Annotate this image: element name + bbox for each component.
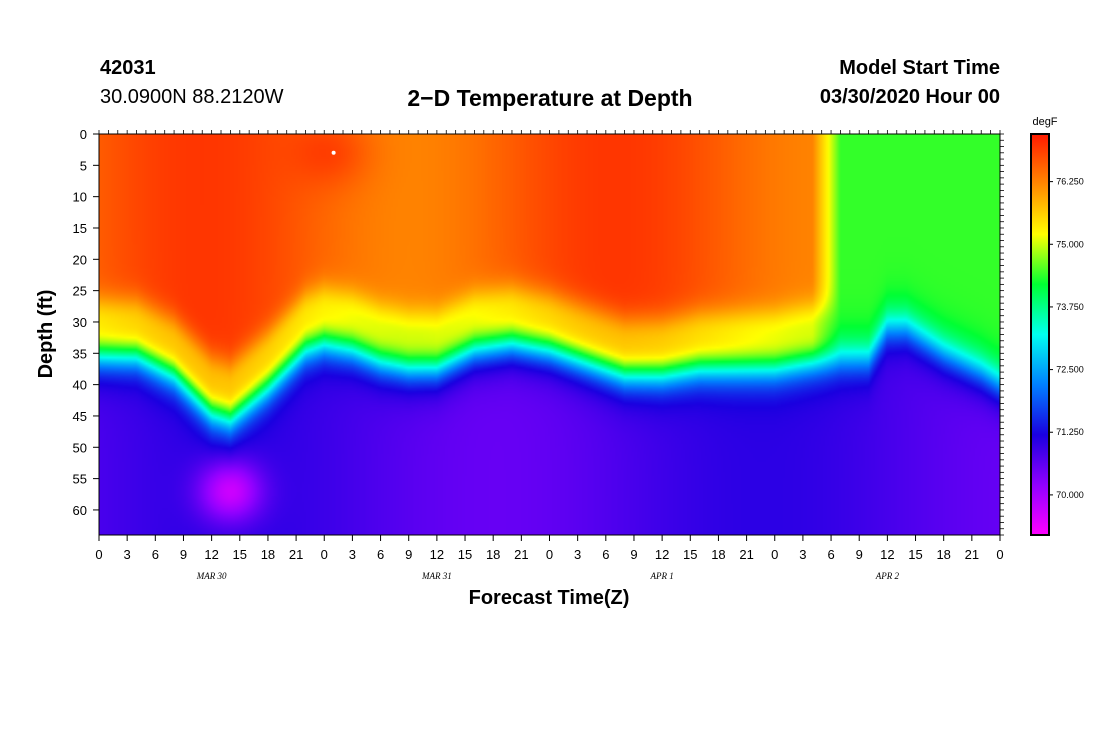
x-tick-label: 0 bbox=[95, 547, 102, 562]
colorbar-tick-label: 71.250 bbox=[1056, 427, 1084, 437]
x-tick-label: 6 bbox=[602, 547, 609, 562]
date-label: MAR 31 bbox=[421, 571, 452, 581]
y-tick-label: 45 bbox=[73, 409, 87, 424]
x-tick-label: 12 bbox=[880, 547, 894, 562]
x-tick-label: 3 bbox=[799, 547, 806, 562]
station-coordinates: 30.0900N 88.2120W bbox=[100, 86, 284, 108]
y-tick-label: 15 bbox=[73, 221, 87, 236]
x-tick-label: 21 bbox=[739, 547, 753, 562]
x-tick-label: 15 bbox=[683, 547, 697, 562]
x-tick-label: 18 bbox=[711, 547, 725, 562]
x-tick-label: 21 bbox=[514, 547, 528, 562]
colorbar-tick-label: 70.000 bbox=[1056, 490, 1084, 500]
colorbar-tick-label: 75.000 bbox=[1056, 239, 1084, 249]
colorbar-tick-label: 76.250 bbox=[1056, 177, 1084, 187]
y-tick-label: 40 bbox=[73, 378, 87, 393]
x-tick-label: 6 bbox=[827, 547, 834, 562]
colorbar bbox=[1030, 133, 1050, 536]
x-tick-label: 9 bbox=[856, 547, 863, 562]
x-tick-label: 15 bbox=[458, 547, 472, 562]
colorbar-tick-label: 72.500 bbox=[1056, 365, 1084, 375]
y-tick-label: 50 bbox=[73, 440, 87, 455]
y-tick-label: 5 bbox=[80, 158, 87, 173]
colorbar-unit: degF bbox=[1032, 116, 1057, 128]
x-tick-label: 12 bbox=[655, 547, 669, 562]
model-start-label: Model Start Time bbox=[839, 57, 1000, 79]
x-axis-title: Forecast Time(Z) bbox=[469, 587, 630, 609]
y-axis: 0 5 10 15 20 25 30 35 40 45 50 55 60 bbox=[73, 127, 1004, 536]
y-tick-label: 55 bbox=[73, 472, 87, 487]
x-tick-label: 9 bbox=[405, 547, 412, 562]
y-axis-title: Depth (ft) bbox=[35, 290, 57, 379]
date-labels: MAR 30 MAR 31 APR 1 APR 2 bbox=[196, 571, 900, 581]
station-id: 42031 bbox=[100, 57, 156, 79]
x-tick-label: 21 bbox=[289, 547, 303, 562]
x-tick-label: 18 bbox=[936, 547, 950, 562]
x-axis: 0 3 6 9 12 15 18 21 0 3 6 9 12 15 18 21 0 3 6 9 12 15 18 21 0 3 6 9… bbox=[95, 130, 1004, 562]
colorbar-ticks: 70.000 71.250 72.500 73.750 75.000 76.250 bbox=[1049, 177, 1084, 500]
x-tick-label: 0 bbox=[546, 547, 553, 562]
x-tick-label: 3 bbox=[349, 547, 356, 562]
x-tick-label: 6 bbox=[377, 547, 384, 562]
x-tick-label: 9 bbox=[180, 547, 187, 562]
y-tick-label: 0 bbox=[80, 127, 87, 142]
date-label: APR 2 bbox=[875, 571, 900, 581]
x-tick-label: 3 bbox=[574, 547, 581, 562]
x-tick-label: 0 bbox=[996, 547, 1003, 562]
date-label: MAR 30 bbox=[196, 571, 227, 581]
x-tick-label: 0 bbox=[321, 547, 328, 562]
date-label: APR 1 bbox=[650, 571, 674, 581]
x-tick-label: 0 bbox=[771, 547, 778, 562]
y-tick-label: 30 bbox=[73, 315, 87, 330]
x-tick-label: 18 bbox=[261, 547, 275, 562]
x-tick-label: 15 bbox=[233, 547, 247, 562]
x-tick-label: 6 bbox=[152, 547, 159, 562]
x-tick-label: 12 bbox=[204, 547, 218, 562]
y-tick-label: 10 bbox=[73, 190, 87, 205]
y-tick-label: 25 bbox=[73, 284, 87, 299]
model-start-time: 03/30/2020 Hour 00 bbox=[819, 86, 1000, 108]
colorbar-tick-label: 73.750 bbox=[1056, 302, 1084, 312]
x-tick-label: 15 bbox=[908, 547, 922, 562]
heatmap-field bbox=[99, 134, 1000, 535]
station-marker bbox=[331, 150, 336, 155]
x-tick-label: 9 bbox=[630, 547, 637, 562]
x-tick-label: 21 bbox=[965, 547, 979, 562]
x-tick-label: 12 bbox=[430, 547, 444, 562]
y-tick-label: 20 bbox=[73, 252, 87, 267]
y-tick-label: 35 bbox=[73, 346, 87, 361]
chart-title: 2−D Temperature at Depth bbox=[407, 85, 693, 111]
y-tick-label: 60 bbox=[73, 503, 87, 518]
x-tick-label: 18 bbox=[486, 547, 500, 562]
x-tick-label: 3 bbox=[124, 547, 131, 562]
